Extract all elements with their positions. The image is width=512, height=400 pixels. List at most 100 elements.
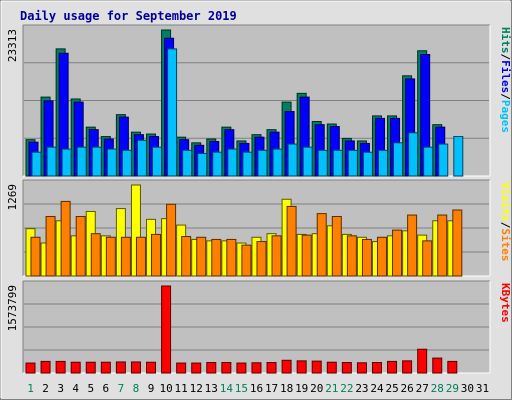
bar-kbytes-day-25 [387, 360, 398, 374]
x-tick-label-day-1: 1 [27, 382, 34, 395]
bar-sites-day-3 [60, 200, 71, 277]
bar-pages-day-26 [408, 132, 419, 177]
bar-kbytes-day-26 [402, 360, 413, 374]
x-tick-label-day-8: 8 [133, 382, 140, 395]
series-label-sites: Sites [499, 228, 512, 261]
x-tick-label-day-30: 30 [461, 382, 474, 395]
x-tick-label-day-3: 3 [57, 382, 64, 395]
bar-kbytes-day-1 [25, 362, 36, 374]
bar-sites-day-10 [166, 203, 177, 277]
bar-kbytes-day-18 [281, 359, 292, 374]
bar-pages-day-7 [121, 149, 132, 177]
bar-sites-day-5 [90, 233, 101, 277]
bar-kbytes-day-23 [356, 362, 367, 374]
x-tick-label-day-21: 21 [325, 382, 338, 395]
bar-kbytes-day-4 [70, 361, 81, 374]
bar-sites-day-8 [135, 236, 146, 277]
bar-pages-day-12 [197, 152, 208, 177]
series-label-separator: / [499, 93, 512, 100]
bar-pages-day-17 [272, 148, 283, 177]
panel-top-max-label: 23313 [6, 29, 19, 62]
x-tick-label-day-6: 6 [103, 382, 110, 395]
bar-kbytes-day-14 [221, 361, 232, 374]
x-tick-label-day-29: 29 [446, 382, 459, 395]
bar-sites-day-21 [331, 215, 342, 277]
bar-kbytes-day-17 [266, 361, 277, 374]
bar-sites-day-14 [226, 238, 237, 277]
bar-pages-day-4 [76, 146, 87, 177]
bar-sites-day-23 [361, 238, 372, 277]
panel-middle-max-label: 1269 [6, 184, 19, 211]
bar-pages-day-21 [332, 149, 343, 177]
x-tick-label-day-12: 12 [190, 382, 203, 395]
bar-kbytes-day-8 [130, 361, 141, 374]
bar-sites-day-2 [45, 215, 56, 277]
bar-pages-day-1 [31, 151, 42, 177]
x-tick-label-day-17: 17 [265, 382, 278, 395]
bar-sites-day-24 [376, 236, 387, 277]
bar-sites-day-27 [422, 240, 433, 277]
bar-sites-day-28 [437, 214, 448, 277]
bar-sites-day-25 [392, 229, 403, 277]
x-tick-label-day-11: 11 [175, 382, 188, 395]
panel-top-series-labels: Hits/Files/Pages [499, 27, 512, 133]
bar-pages-day-23 [362, 151, 373, 177]
bar-kbytes-day-10 [161, 285, 172, 374]
bar-kbytes-day-21 [326, 361, 337, 374]
bar-kbytes-day-13 [206, 361, 217, 374]
bar-sites-day-9 [151, 233, 162, 277]
series-label-separator: / [499, 54, 512, 61]
bar-pages-day-2 [46, 146, 57, 177]
bar-kbytes-day-28 [432, 357, 443, 374]
series-label-visits: Visits [499, 182, 512, 222]
x-tick-label-day-19: 19 [295, 382, 308, 395]
bar-kbytes-day-27 [417, 348, 428, 374]
series-label-pages: Pages [499, 100, 512, 133]
x-tick-label-day-15: 15 [235, 382, 248, 395]
x-tick-label-day-31: 31 [476, 382, 489, 395]
bar-pages-day-8 [136, 139, 147, 177]
bar-pages-day-16 [257, 149, 268, 177]
bar-kbytes-day-20 [311, 360, 322, 374]
bar-kbytes-day-9 [146, 361, 157, 374]
bar-sites-day-19 [301, 234, 312, 277]
bar-kbytes-day-11 [176, 362, 187, 374]
bar-sites-day-18 [286, 205, 297, 277]
bar-sites-day-26 [407, 214, 418, 277]
bar-pages-day-19 [302, 146, 313, 177]
bar-sites-day-4 [75, 215, 86, 277]
panel-bottom-max-label: 1573799 [6, 285, 19, 331]
x-tick-label-day-23: 23 [355, 382, 368, 395]
bar-kbytes-day-3 [55, 360, 66, 374]
x-tick-label-day-5: 5 [87, 382, 94, 395]
bar-sites-day-1 [30, 236, 41, 277]
bar-pages-day-3 [61, 148, 72, 177]
x-tick-label-day-9: 9 [148, 382, 155, 395]
bar-sites-day-15 [241, 244, 252, 277]
x-tick-label-day-18: 18 [280, 382, 293, 395]
bar-pages-day-25 [393, 142, 404, 177]
x-tick-label-day-10: 10 [159, 382, 172, 395]
x-tick-label-day-13: 13 [205, 382, 218, 395]
x-tick-label-day-14: 14 [220, 382, 234, 395]
bar-pages-day-20 [317, 149, 328, 177]
bar-sites-day-12 [196, 236, 207, 277]
bar-sites-day-16 [256, 241, 267, 277]
x-tick-label-day-20: 20 [310, 382, 323, 395]
x-tick-label-day-27: 27 [416, 382, 429, 395]
bar-pages-day-22 [347, 149, 358, 177]
bar-pages-day-9 [152, 146, 163, 177]
panel-middle-series-labels: Visits/Sites [499, 182, 512, 262]
bar-pages-day-27 [423, 146, 434, 177]
bar-sites-day-22 [346, 235, 357, 277]
bar-sites-day-7 [120, 236, 131, 277]
panel-bottom-series-labels: KBytes [499, 283, 512, 323]
bar-kbytes-day-6 [100, 361, 111, 374]
series-label-separator: / [499, 222, 512, 229]
bar-sites-day-17 [271, 235, 282, 277]
x-tick-label-day-26: 26 [401, 382, 414, 395]
bar-kbytes-day-16 [251, 362, 262, 374]
x-tick-label-day-4: 4 [72, 382, 79, 395]
